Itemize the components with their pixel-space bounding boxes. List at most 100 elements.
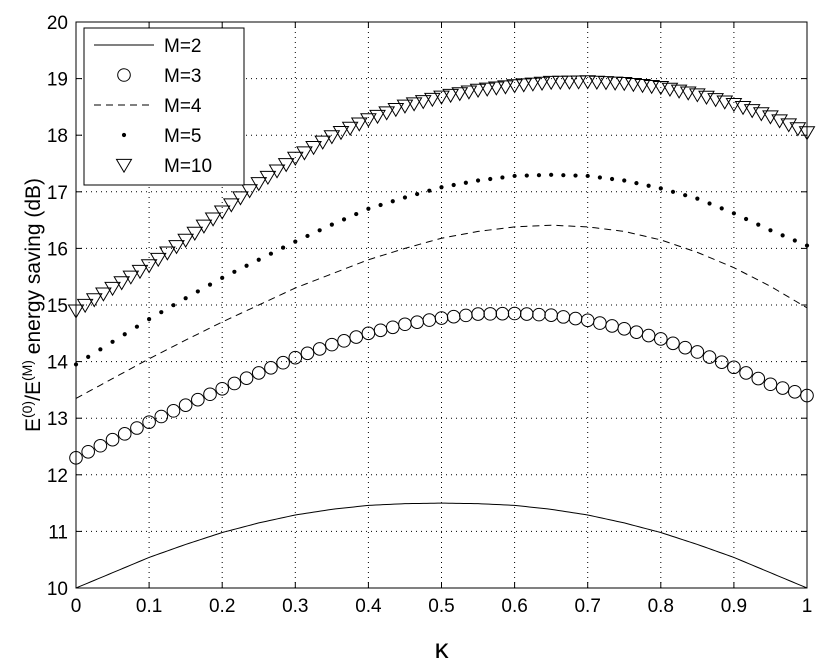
- triangle-marker: [643, 79, 661, 95]
- triangle-marker: [762, 110, 779, 125]
- triangle-marker: [177, 233, 195, 249]
- dot-marker: [707, 201, 712, 206]
- dot-marker: [780, 233, 785, 238]
- dot-marker: [792, 238, 797, 243]
- dot-marker: [573, 173, 578, 178]
- dot-marker: [207, 282, 213, 287]
- dot-marker: [609, 176, 615, 182]
- triangle-marker: [314, 135, 332, 150]
- dot-marker: [305, 233, 310, 239]
- legend-swatch-circle: [117, 68, 131, 82]
- circle-marker: [300, 346, 315, 361]
- legend-item: M=10: [115, 156, 212, 177]
- dot-marker: [475, 178, 481, 183]
- series-m5: [73, 172, 810, 367]
- triangle-marker: [588, 75, 606, 90]
- circle-marker: [775, 381, 790, 395]
- dot-marker: [378, 202, 383, 208]
- y-axis-label: E(0)/E(M) energy saving (dB): [19, 178, 45, 432]
- triangle-marker: [433, 90, 450, 105]
- circle-marker: [93, 438, 108, 453]
- triangle-marker: [323, 130, 341, 145]
- triangle-marker: [634, 78, 651, 94]
- circle-marker: [130, 421, 144, 435]
- dot-marker: [524, 173, 529, 178]
- y-label-sup1: (0): [19, 401, 35, 418]
- legend-label: M=10: [164, 156, 212, 177]
- triangle-marker: [305, 140, 322, 156]
- legend-item: M=4: [94, 96, 202, 117]
- triangle-marker: [524, 77, 542, 92]
- circle-marker: [105, 432, 120, 447]
- dot-marker: [731, 211, 737, 216]
- triangle-marker: [122, 270, 140, 285]
- circle-marker: [751, 371, 766, 386]
- legend-label: M=3: [164, 66, 202, 87]
- triangle-marker: [396, 99, 414, 114]
- triangle-marker: [131, 264, 149, 280]
- triangle-marker: [561, 75, 578, 90]
- y-tick-label: 16: [47, 239, 68, 260]
- y-tick-label: 18: [47, 126, 68, 147]
- y-label-sup2: (M): [19, 360, 35, 381]
- legend-label: M=4: [164, 96, 202, 117]
- triangle-marker: [259, 170, 277, 186]
- x-tick-label: 1: [802, 596, 813, 617]
- dot-marker: [597, 175, 602, 180]
- triangle-marker: [369, 109, 386, 125]
- legend-label: M=2: [164, 36, 202, 57]
- triangle-marker: [551, 75, 569, 90]
- dot-marker: [110, 339, 115, 344]
- dot-marker: [317, 228, 322, 233]
- dot-marker: [341, 217, 347, 222]
- circle-marker: [191, 392, 205, 407]
- dot-marker: [634, 181, 639, 186]
- dot-marker: [232, 269, 237, 274]
- x-tick-label: 0.2: [209, 596, 235, 617]
- triangle-marker: [506, 79, 523, 94]
- triangle-marker: [250, 177, 268, 192]
- dot-marker: [86, 354, 91, 359]
- dot-marker: [390, 199, 395, 204]
- series-layer: [67, 75, 816, 589]
- grid-lines: [76, 22, 807, 588]
- y-tick-label: 13: [47, 409, 68, 430]
- y-tick-label: 12: [47, 466, 68, 487]
- triangle-marker: [204, 212, 222, 227]
- y-tick-label: 19: [47, 70, 68, 91]
- triangle-marker: [232, 191, 249, 206]
- dot-marker: [122, 332, 127, 337]
- dot-marker: [354, 211, 359, 217]
- dot-marker: [183, 296, 188, 301]
- y-tick-label: 17: [47, 183, 68, 204]
- triangle-marker: [95, 287, 112, 302]
- legend-swatch-triangle: [115, 158, 133, 174]
- dot-marker: [756, 222, 761, 227]
- triangle-marker: [487, 81, 505, 96]
- dot-marker: [402, 195, 408, 200]
- x-tick-label: 0.9: [721, 596, 747, 617]
- dot-marker: [366, 206, 371, 211]
- dot-marker: [695, 196, 700, 201]
- dot-marker: [147, 317, 152, 322]
- y-tick-label: 10: [47, 579, 68, 600]
- triangle-marker: [469, 83, 487, 99]
- circle-marker: [251, 366, 266, 380]
- triangle-marker: [296, 146, 313, 161]
- triangle-marker: [360, 113, 377, 128]
- triangle-marker: [789, 122, 807, 137]
- triangle-marker: [460, 85, 478, 100]
- dot-marker: [268, 251, 274, 256]
- triangle-marker: [451, 87, 469, 102]
- triangle-marker: [140, 259, 158, 274]
- x-tick-label: 0.6: [501, 596, 527, 617]
- circle-marker: [349, 330, 364, 344]
- legend-item: M=2: [94, 36, 202, 57]
- circle-marker: [142, 415, 156, 429]
- legend-label: M=5: [164, 126, 202, 147]
- circle-marker: [763, 377, 778, 392]
- triangle-marker: [341, 121, 359, 136]
- triangle-marker: [104, 281, 121, 297]
- triangle-marker: [606, 76, 624, 91]
- dot-marker: [98, 347, 103, 352]
